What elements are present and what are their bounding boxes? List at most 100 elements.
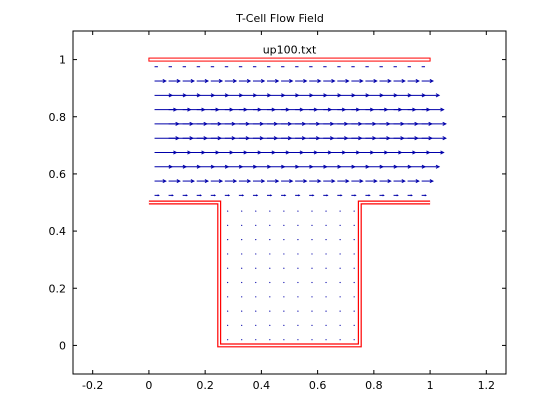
vector-dot (283, 281, 285, 284)
vector-dot (325, 267, 327, 269)
vector-dot (255, 239, 257, 241)
vector-dot (227, 324, 229, 327)
vector-dot (269, 296, 271, 298)
axis-ticks: -0.2 0 0.2 0.4 0.6 0.8 1 1.2 0 0.2 0.4 0.6 0.8 1 (49, 31, 506, 392)
vector-dot (227, 339, 229, 341)
vector-arrowhead (204, 179, 210, 184)
x-tick-label: 0 (145, 379, 152, 392)
vector-dot (297, 281, 299, 284)
vector-dot (269, 253, 271, 255)
vector-arrowhead (373, 179, 378, 184)
vector-arrowhead (331, 79, 336, 83)
vector-dot (227, 210, 229, 212)
vector-dot (311, 210, 313, 212)
vector-dot (227, 253, 229, 255)
vector-dot (353, 296, 355, 298)
vector-dot (325, 210, 327, 212)
vector-arrowhead (157, 194, 160, 197)
vector-arrowhead (326, 194, 329, 197)
vector-arrowhead (303, 179, 308, 184)
vector-dot (311, 324, 313, 327)
vector-dot (311, 296, 313, 298)
vector-arrowhead (345, 79, 350, 83)
vector-dot (255, 267, 257, 269)
vector-dot (353, 224, 355, 226)
vector-dot (325, 253, 327, 255)
vector-arrowhead (283, 194, 287, 197)
vector-arrowhead (176, 179, 181, 184)
vector-dot (269, 281, 271, 284)
vector-arrowhead (204, 79, 210, 83)
y-tick-label: 0.2 (49, 282, 67, 295)
vector-arrowhead (171, 194, 174, 197)
vector-dot (297, 296, 299, 298)
vector-dot (297, 324, 299, 327)
vector-dot (339, 267, 341, 269)
vector-dot (339, 239, 341, 241)
vector-dot (297, 310, 299, 312)
vector-dot (241, 253, 243, 255)
vector-dot (339, 310, 341, 312)
vector-dot (269, 267, 271, 269)
vector-arrowhead (190, 179, 196, 184)
vector-dot (325, 281, 327, 284)
vector-dot (353, 210, 355, 212)
x-tick-label: 0.2 (196, 379, 214, 392)
vector-arrowhead (260, 179, 266, 184)
vector-arrowhead (297, 194, 301, 197)
vector-dot (353, 310, 355, 312)
vector-arrowhead (260, 79, 266, 83)
vector-dot (325, 224, 327, 226)
vector-dot (241, 224, 243, 226)
vector-dot (297, 224, 299, 226)
vector-arrowhead (317, 79, 322, 83)
vector-dot (339, 339, 341, 341)
y-tick-label: 0.4 (49, 225, 67, 238)
vector-dot (339, 253, 341, 255)
vector-dot (283, 310, 285, 312)
vector-arrowhead (190, 79, 196, 83)
x-tick-label: 1.2 (478, 379, 496, 392)
cavity-wall-inner (148, 201, 431, 347)
vector-arrowhead (382, 194, 385, 197)
vector-arrowhead (312, 194, 315, 197)
vector-dot (311, 310, 313, 312)
cell-boundary (148, 57, 431, 348)
vector-dot (269, 224, 271, 226)
vector-dot (353, 339, 355, 341)
vector-arrowhead (401, 79, 406, 83)
vector-arrowhead (218, 79, 224, 83)
vector-dot (311, 281, 313, 284)
vector-dot (255, 224, 257, 226)
vector-dot (339, 281, 341, 284)
x-tick-label: -0.2 (82, 379, 103, 392)
vector-arrowhead (331, 179, 336, 184)
plot-area (72, 30, 507, 375)
y-tick-label: 0 (59, 339, 66, 352)
vector-arrowhead (303, 79, 308, 83)
vector-arrowhead (218, 179, 224, 184)
vector-dot (283, 324, 285, 327)
vector-dot (269, 239, 271, 241)
vector-dot (311, 239, 313, 241)
vector-arrowhead (435, 164, 441, 169)
vector-dot (255, 210, 257, 212)
vector-arrowhead (275, 79, 280, 83)
vector-dot (241, 267, 243, 269)
vector-dot (353, 267, 355, 269)
vector-arrowhead (255, 194, 259, 197)
y-tick-label: 1 (59, 54, 66, 67)
vector-dot (255, 296, 257, 298)
vector-arrowhead (246, 79, 252, 83)
vector-dot (325, 296, 327, 298)
vector-arrowhead (415, 79, 420, 83)
vector-arrowhead (368, 194, 371, 197)
vector-dot (325, 239, 327, 241)
vector-dot (283, 296, 285, 298)
vector-dot (311, 339, 313, 341)
vector-arrowhead (415, 179, 420, 184)
y-tick-label: 0.6 (49, 168, 67, 181)
vector-arrowhead (442, 136, 447, 141)
vector-dot (227, 239, 229, 241)
vector-arrowhead (387, 79, 392, 83)
